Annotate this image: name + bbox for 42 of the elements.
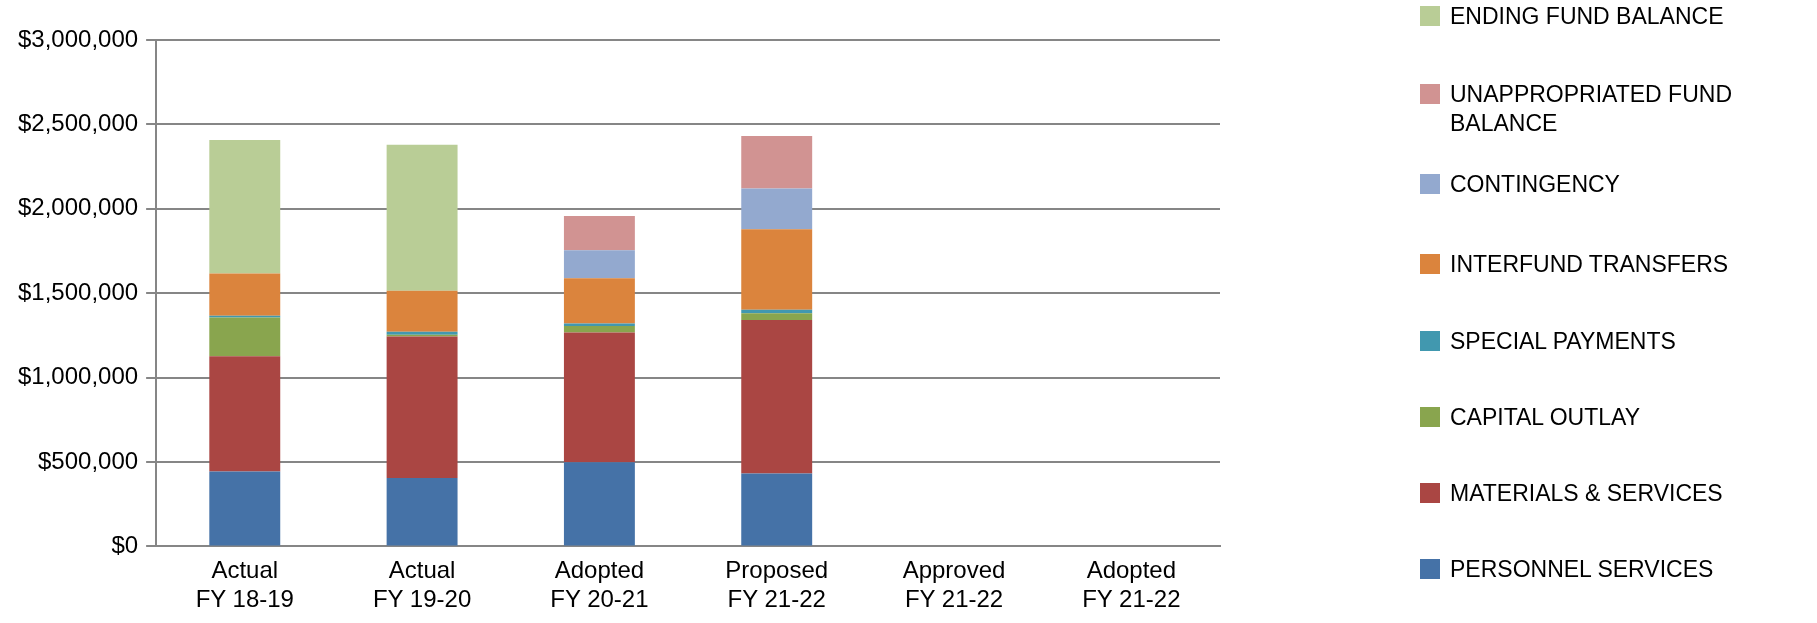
y-tick-label: $0 <box>111 531 139 559</box>
x-tick-label: Proposed FY 21-22 <box>725 556 829 613</box>
bar <box>209 471 281 546</box>
bar <box>741 313 813 321</box>
bar <box>209 317 281 357</box>
x-tick-label: Actual FY 19-20 <box>372 556 472 613</box>
legend-label: CONTINGENCY <box>1450 170 1621 199</box>
legend-label: MATERIALS & SERVICES <box>1450 479 1724 508</box>
bar <box>209 140 281 274</box>
bar <box>386 478 458 546</box>
bar <box>741 188 813 230</box>
legend-label: ENDING FUND BALANCE <box>1450 2 1725 31</box>
bar <box>563 278 635 324</box>
bar <box>563 250 635 279</box>
x-tick-label: Adopted FY 21-22 <box>1082 556 1181 613</box>
y-tick-label: $3,000,000 <box>17 24 139 52</box>
legend-label: CAPITAL OUTLAY <box>1450 403 1641 432</box>
bar <box>741 229 813 310</box>
x-tick-label: Actual FY 18-19 <box>195 556 294 613</box>
bar <box>386 144 458 291</box>
bar <box>741 320 813 474</box>
bar <box>563 215 635 251</box>
bar <box>741 135 813 189</box>
y-tick-label: $2,500,000 <box>17 109 139 137</box>
legend-label: SPECIAL PAYMENTS <box>1450 327 1677 356</box>
legend-label: INTERFUND TRANSFERS <box>1450 250 1730 279</box>
legend-label: UNAPPROPRIATED FUND BALANCE <box>1450 80 1733 138</box>
bar <box>563 326 635 333</box>
bar <box>209 273 281 316</box>
y-tick-label: $500,000 <box>38 446 139 474</box>
y-tick-label: $1,500,000 <box>17 277 139 305</box>
x-tick-label: Approved FY 21-22 <box>902 556 1006 613</box>
x-tick-label: Adopted FY 20-21 <box>550 556 649 613</box>
y-tick-label: $1,000,000 <box>17 362 139 390</box>
bar <box>563 462 635 546</box>
bar <box>386 290 458 332</box>
bar <box>741 473 813 546</box>
bar <box>386 336 458 479</box>
bar <box>209 356 281 472</box>
bar <box>563 332 635 463</box>
legend-label: PERSONNEL SERVICES <box>1450 555 1715 584</box>
y-tick-label: $2,000,000 <box>17 193 139 221</box>
